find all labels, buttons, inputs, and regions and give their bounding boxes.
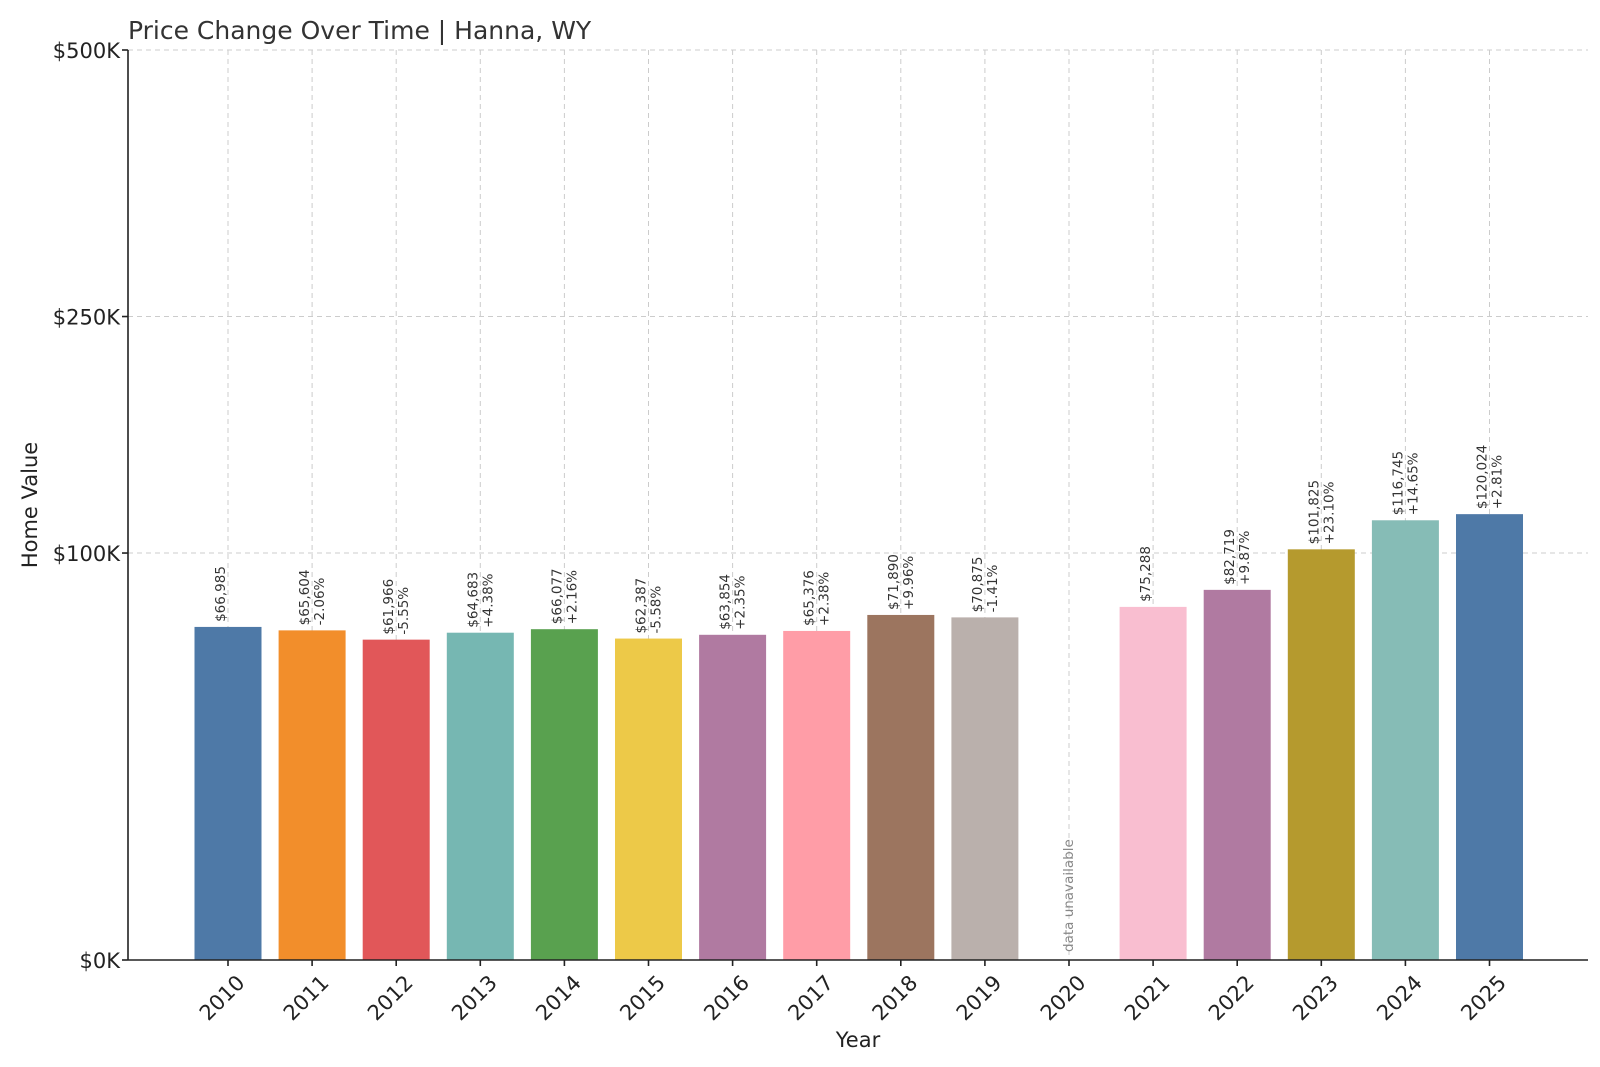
bar-change-label: -5.55% <box>396 587 412 635</box>
bar-value-label: $61,966 <box>381 579 397 635</box>
bar-labels-layer: $66,985 $65,604 -2.06% $61,966 -5.55% $64,683… <box>213 445 1506 952</box>
x-tick-label: 2022 <box>1204 971 1259 1026</box>
x-tick-label: 2014 <box>531 971 586 1026</box>
bar-2011 <box>278 630 346 960</box>
bar-2018 <box>867 614 935 960</box>
x-tick-label: 2012 <box>363 971 418 1026</box>
bar-2017 <box>783 630 851 960</box>
x-tick-label: 2017 <box>783 971 838 1026</box>
bar-2019 <box>951 617 1019 960</box>
x-tick-label: 2019 <box>952 971 1007 1026</box>
bar-change-label: +23.10% <box>1321 481 1337 544</box>
y-ticks: $0K $100K $250K $500K <box>53 39 128 973</box>
bar-change-label: +9.87% <box>1237 530 1253 584</box>
bar-change-label: +2.35% <box>733 575 749 629</box>
x-tick-label: 2016 <box>699 971 754 1026</box>
bar-value-label: $65,376 <box>802 570 818 626</box>
x-tick-label: 2025 <box>1456 971 1511 1026</box>
bar-2010 <box>194 626 262 960</box>
bar-2025 <box>1456 514 1523 960</box>
x-tick-label: 2018 <box>868 971 923 1026</box>
bar-change-label: +14.65% <box>1405 452 1421 515</box>
x-axis-label: Year <box>835 1028 881 1052</box>
bar-value-label: $63,854 <box>718 574 734 630</box>
bars-layer <box>194 514 1523 960</box>
y-tick-label: $500K <box>53 39 121 63</box>
y-axis-label: Home Value <box>18 442 42 568</box>
bar-change-label: +2.38% <box>817 572 833 626</box>
bar-value-label: $75,288 <box>1138 546 1154 602</box>
grid-layer <box>128 49 1588 960</box>
x-tick-label: 2023 <box>1288 971 1343 1026</box>
bar-change-label: +2.16% <box>564 570 580 624</box>
bar-change-label: +9.96% <box>901 556 917 610</box>
bar-value-label: $120,024 <box>1475 445 1491 509</box>
bar-value-label: $71,890 <box>886 554 902 610</box>
bar-change-label: -5.58% <box>649 586 665 634</box>
x-tick-label: 2024 <box>1372 971 1427 1026</box>
bar-value-label: $66,077 <box>549 568 565 624</box>
bar-change-label: -1.41% <box>985 564 1001 612</box>
x-tick-label: 2013 <box>447 971 502 1026</box>
x-ticks: 2010 2011 2012 2013 2014 2015 2016 2017 2018 2019… <box>195 960 1511 1025</box>
missing-data-label: data unavailable <box>1061 839 1077 952</box>
bar-value-label: $70,875 <box>970 557 986 613</box>
bar-2021 <box>1119 606 1187 960</box>
bar-value-label: $66,985 <box>213 566 229 622</box>
bar-2022 <box>1203 589 1271 960</box>
bar-2024 <box>1371 520 1439 960</box>
x-tick-label: 2020 <box>1036 971 1091 1026</box>
bar-2016 <box>699 634 767 960</box>
y-tick-label: $250K <box>53 306 121 330</box>
bar-change-label: +2.81% <box>1490 455 1506 509</box>
chart-title: Price Change Over Time | Hanna, WY <box>128 16 592 45</box>
bar-value-label: $62,387 <box>634 578 650 634</box>
bar-value-label: $116,745 <box>1390 451 1406 515</box>
bar-change-label: +4.38% <box>480 573 496 627</box>
bar-2014 <box>530 629 598 960</box>
bar-2015 <box>615 638 682 960</box>
bar-2023 <box>1287 549 1355 960</box>
x-tick-label: 2021 <box>1120 971 1175 1026</box>
y-tick-label: $0K <box>80 949 122 973</box>
bar-change-label: -2.06% <box>312 577 328 625</box>
bar-value-label: $65,604 <box>297 570 313 626</box>
y-tick-label: $100K <box>53 542 121 566</box>
x-tick-label: 2011 <box>279 971 334 1026</box>
bar-2012 <box>362 639 430 960</box>
x-tick-label: 2010 <box>195 971 250 1026</box>
bar-value-label: $64,683 <box>465 572 481 628</box>
x-tick-label: 2015 <box>615 971 670 1026</box>
bar-value-label: $101,825 <box>1306 480 1322 544</box>
bar-value-label: $82,719 <box>1222 529 1238 585</box>
bar-2013 <box>446 632 514 960</box>
